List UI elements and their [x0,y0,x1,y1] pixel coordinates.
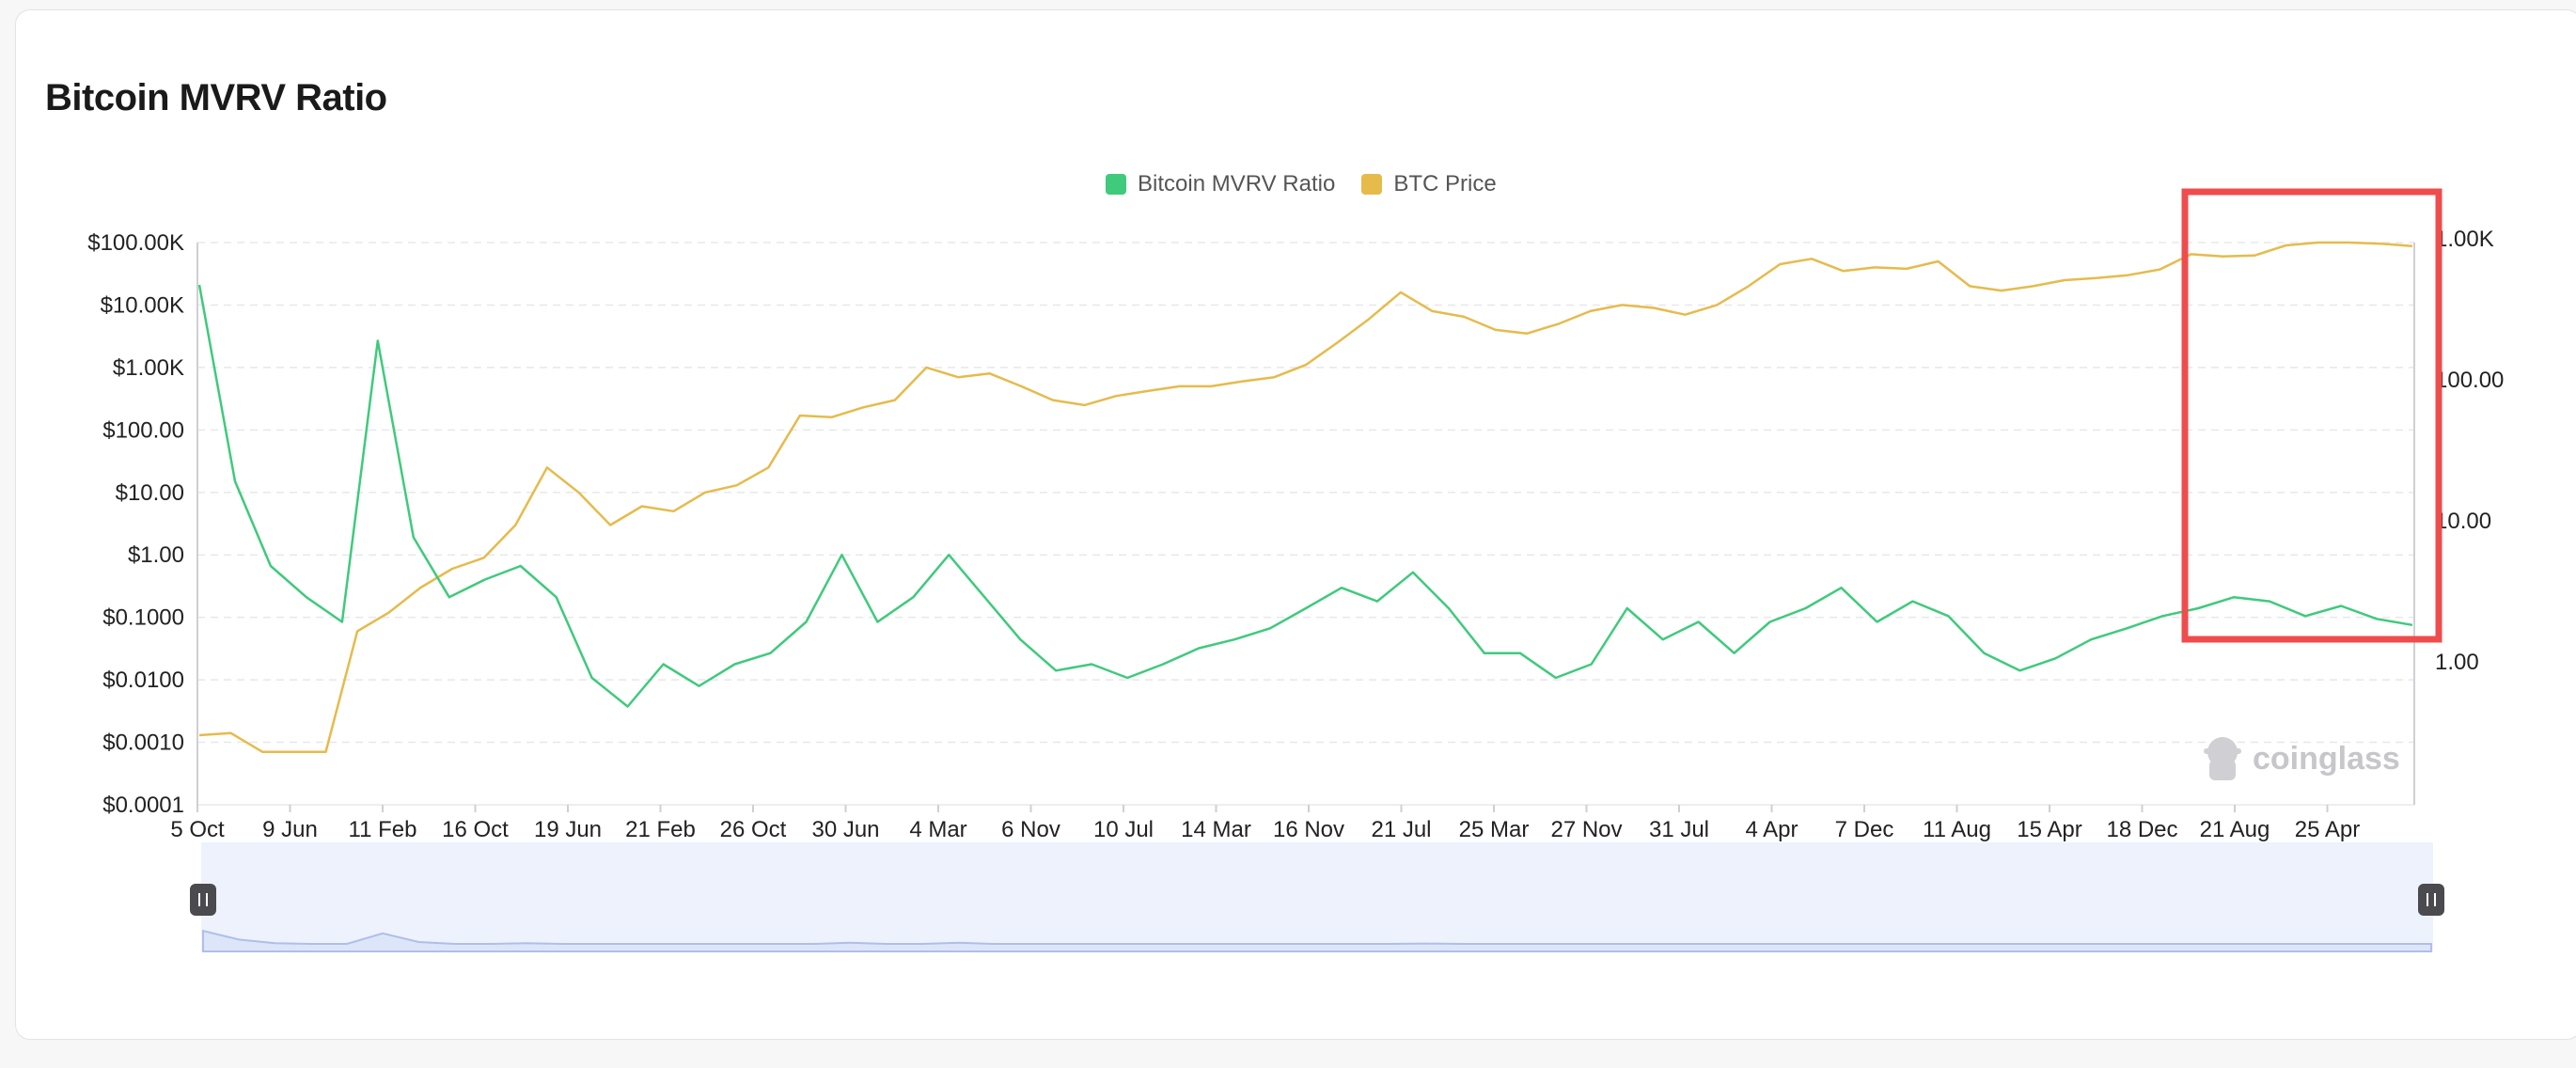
x-tick-label: 21 Aug [2200,817,2270,842]
watermark: coinglass [2204,737,2400,780]
gridlines [196,242,2415,806]
left-tick-label: $0.0001 [102,793,184,818]
left-tick-label: $1.00K [113,355,184,381]
x-tick-label: 31 Jul [1649,817,1709,842]
right-axis: 1.00K 100.00 10.00 1.00 [2435,227,2504,675]
highlight-box [2181,188,2442,643]
x-tick-label: 25 Mar [1459,817,1530,842]
x-tick-label: 16 Nov [1273,817,1344,842]
page-title: Bitcoin MVRV Ratio [45,77,387,118]
x-tick-label: 5 Oct [170,817,225,842]
x-tick-label: 7 Dec [1835,817,1894,842]
slider-preview [202,929,2432,952]
left-tick-label: $100.00K [87,230,184,256]
right-tick-label: 10.00 [2435,509,2491,534]
legend-label-btc-price: BTC Price [1393,171,1497,196]
right-tick-label: 100.00 [2435,368,2504,393]
series-layer [197,241,2413,754]
legend-swatch-btc-price [1361,174,1383,195]
x-tick-label: 27 Nov [1550,817,1622,842]
left-axis: $100.00K $10.00K $1.00K $100.00 $10.00 $1.00 $… [87,230,184,818]
x-tick-label: 30 Jun [811,817,879,842]
x-tick-label: 16 Oct [442,817,509,842]
left-tick-label: $100.00 [102,417,184,443]
range-slider[interactable] [190,842,2444,952]
x-tick-label: 10 Jul [1093,817,1154,842]
series-line-mvrv-ratio[interactable] [197,284,2413,708]
legend-item-mvrv[interactable]: Bitcoin MVRV Ratio [1106,171,1335,197]
x-tick-label: 26 Oct [720,817,787,842]
x-tick-label: 9 Jun [262,817,318,842]
x-tick-label: 21 Jul [1371,817,1431,842]
right-tick-label: 1.00 [2435,650,2479,675]
x-tick-label: 14 Mar [1181,817,1251,842]
left-tick-label: $0.1000 [102,605,184,631]
x-tick-label: 4 Apr [1745,817,1798,842]
series-line-btc-price[interactable] [198,241,2413,754]
coinglass-logo-icon [2204,737,2241,780]
legend: Bitcoin MVRV Ratio BTC Price [1106,171,1497,197]
x-tick-label: 6 Nov [1001,817,1060,842]
watermark-text: coinglass [2253,741,2400,777]
right-tick-label: 1.00K [2435,227,2494,252]
x-tick-label: 11 Feb [349,817,417,842]
left-tick-label: $10.00K [101,292,184,318]
x-tick-label: 15 Apr [2017,817,2081,842]
x-tick-label: 18 Dec [2106,817,2177,842]
x-tick-label: 21 Feb [625,817,696,842]
left-tick-label: $0.0100 [102,668,184,693]
slider-handle-left[interactable] [190,884,216,916]
x-axis: 5 Oct 9 Jun 11 Feb 16 Oct 19 Jun 21 Feb 26 Oct… [170,805,2360,842]
legend-swatch-mvrv [1106,174,1126,195]
x-tick-label: 19 Jun [534,817,602,842]
x-tick-label: 4 Mar [909,817,966,842]
left-tick-label: $10.00 [116,480,184,506]
x-tick-label: 25 Apr [2295,817,2360,842]
slider-handle-right[interactable] [2418,884,2444,916]
slider-track [201,842,2433,951]
left-tick-label: $1.00 [128,542,184,568]
legend-item-btc-price[interactable]: BTC Price [1361,171,1497,197]
x-tick-label: 11 Aug [1923,817,1991,842]
legend-label-mvrv: Bitcoin MVRV Ratio [1138,171,1336,196]
left-tick-label: $0.0010 [102,730,184,756]
